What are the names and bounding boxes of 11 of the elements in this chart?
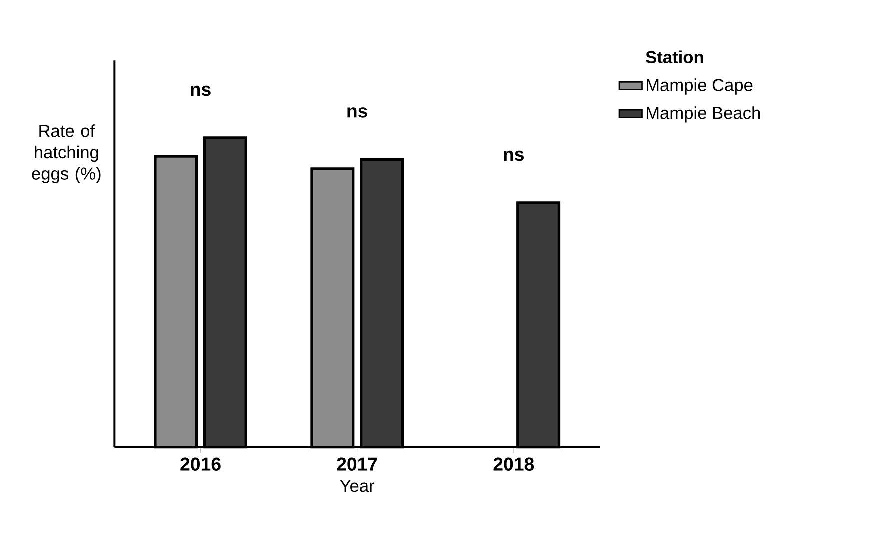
legend-label: Mampie Beach bbox=[647, 106, 760, 123]
legend-label: Mampie Cape bbox=[647, 78, 753, 95]
legend-title: Station bbox=[646, 50, 704, 64]
x-tick-label: 2016 bbox=[180, 458, 221, 471]
text: ns bbox=[348, 108, 368, 118]
text: ns bbox=[191, 86, 211, 96]
annotation: ns bbox=[504, 150, 524, 162]
y-axis-title: Rate of hatching eggs (%) bbox=[32, 124, 101, 184]
x-tick-label: 2018 bbox=[494, 458, 534, 471]
x-tick-label: 2017 bbox=[337, 458, 378, 471]
x-axis-title: Year bbox=[340, 480, 375, 492]
